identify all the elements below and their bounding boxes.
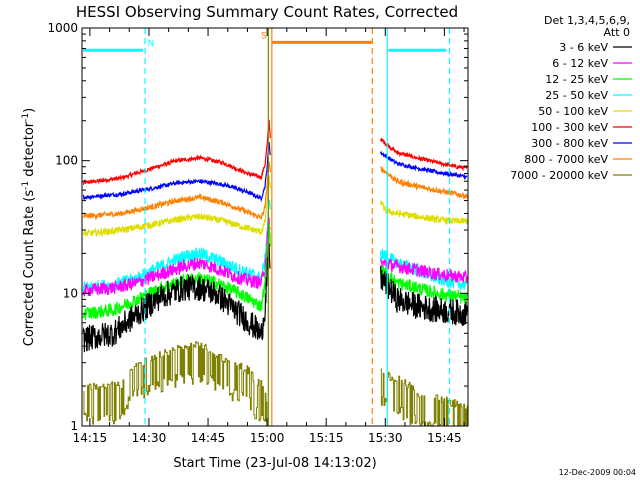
y-tick-label: 1 (70, 419, 78, 433)
x-tick-label: 15:30 (368, 431, 403, 445)
legend-label: 6 - 12 keV (552, 57, 608, 70)
series-trace (82, 142, 271, 203)
y-tick-label: 100 (55, 154, 78, 168)
series-trace (82, 175, 271, 237)
x-axis-label: Start Time (23-Jul-08 14:13:02) (173, 456, 376, 471)
series-trace (380, 368, 468, 427)
series-trace (380, 166, 468, 199)
y-tick-label: 1000 (47, 21, 78, 35)
y-axis-label-exponent: -1 (21, 113, 31, 122)
legend-label: 100 - 300 keV (531, 121, 608, 134)
series-trace (82, 119, 271, 186)
axes-layer: 1 10 100 1000 14:15 14:30 14:45 15:00 15:15 15:30… (47, 21, 468, 445)
legend-label: 50 - 100 keV (538, 105, 608, 118)
x-tick-label: 14:30 (132, 431, 167, 445)
series-800-7000keV (82, 161, 468, 221)
y-axis-label-part: detector (22, 121, 37, 181)
y-axis-label-exponent: -1 (21, 181, 31, 190)
series-7000-20000keV (83, 341, 468, 427)
legend: Det 1,3,4,5,6,9,Att 0 3 - 6 keV 6 - 12 keV… (510, 14, 632, 182)
series-300-800keV (82, 142, 468, 203)
series-trace (83, 341, 268, 426)
chart-title: HESSI Observing Summary Count Rates, Cor… (76, 3, 458, 21)
legend-header: Att 0 (604, 26, 630, 39)
attenuator-label: S (261, 31, 267, 41)
x-tick-label: 14:45 (191, 431, 226, 445)
series-100-300keV (82, 119, 468, 186)
series-trace (380, 137, 468, 172)
y-axis-label: Corrected Count Rate (s-1 detector-1) (21, 108, 37, 346)
x-tick-label: 15:45 (427, 431, 462, 445)
legend-label: 3 - 6 keV (559, 41, 608, 54)
legend-label: 25 - 50 keV (545, 89, 608, 102)
legend-header: Det 1,3,4,5,6,9, (544, 14, 630, 27)
x-tick-label: 14:15 (73, 431, 108, 445)
series-trace (82, 217, 271, 297)
y-axis-label-part: Corrected Count Rate (s (22, 190, 37, 347)
series-trace (380, 265, 468, 327)
legend-label: 300 - 800 keV (531, 137, 608, 150)
overlay-layer: NS (83, 28, 451, 426)
x-tick-label: 15:15 (309, 431, 344, 445)
series-trace (82, 223, 271, 321)
series-trace (82, 243, 271, 353)
legend-label: 7000 - 20000 keV (510, 169, 608, 182)
y-axis-label-part: ) (22, 108, 37, 113)
y-tick-label: 10 (63, 286, 78, 300)
attenuator-label: N (148, 39, 155, 49)
x-tick-label: 15:00 (250, 431, 285, 445)
series-layer (82, 119, 468, 427)
legend-label: 12 - 25 keV (545, 73, 608, 86)
series-6-12keV (82, 217, 468, 297)
series-trace (380, 151, 468, 181)
series-trace (380, 258, 468, 283)
series-trace (380, 200, 468, 226)
series-trace (82, 161, 271, 221)
legend-label: 800 - 7000 keV (524, 153, 608, 166)
series-50-100keV (82, 175, 468, 237)
series-3-6keV (82, 243, 468, 353)
plot-frame (81, 27, 469, 427)
footer-date: 12-Dec-2009 00:04 (559, 468, 636, 477)
